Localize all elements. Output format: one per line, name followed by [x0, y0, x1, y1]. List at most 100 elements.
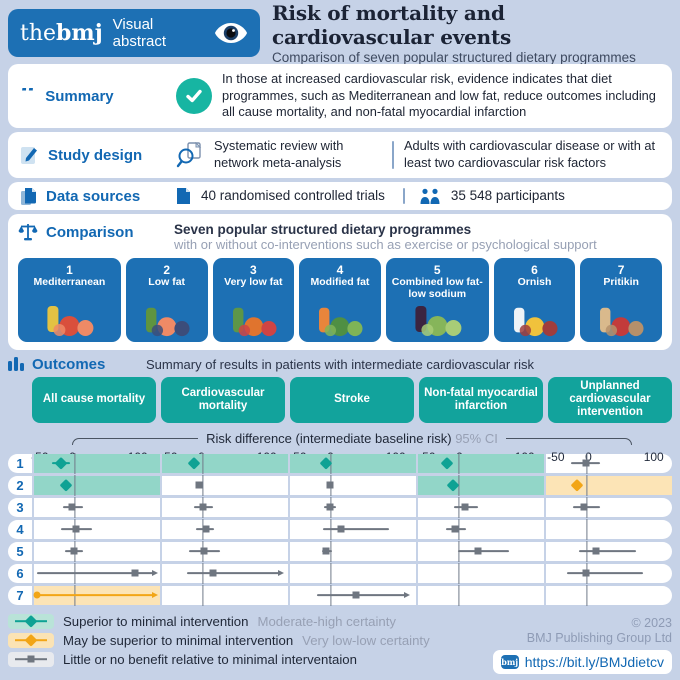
divider — [402, 188, 405, 204]
forest-marker-orange-diamond — [571, 479, 584, 492]
magnifier-review-icon — [176, 142, 202, 168]
ci-arrow-right-icon — [404, 592, 411, 599]
forest-cell — [288, 540, 416, 562]
study-population: Adults with cardiovascular disease or wi… — [404, 138, 656, 170]
forest-marker-teal-diamond — [188, 457, 201, 470]
divider — [392, 141, 394, 169]
row-number: 5 — [16, 543, 24, 559]
credits: © 2023 BMJ Publishing Group Ltd bmj https… — [484, 614, 672, 674]
forest-marker-gray-square — [326, 481, 334, 489]
forest-cell — [544, 562, 672, 584]
forest-cell — [160, 474, 288, 496]
diet-name: Low fat — [148, 276, 186, 288]
trials-count: 40 randomised controlled trials — [201, 188, 385, 204]
diet-name: Ornish — [517, 276, 552, 288]
forest-row-very-low-fat: 3 — [8, 496, 672, 518]
forest-row-ornish: 6 — [8, 562, 672, 584]
forest-cell — [160, 452, 288, 474]
forest-cell — [544, 474, 672, 496]
copyright: © 2023 BMJ Publishing Group Ltd — [526, 615, 672, 646]
legend-label: Little or no benefit relative to minimal… — [63, 651, 357, 667]
documents-icon — [21, 187, 36, 205]
diet-name: Modified fat — [310, 276, 370, 288]
forest-marker-gray-square — [322, 547, 330, 555]
forest-row-low-fat: 2 — [8, 474, 672, 496]
forest-cell — [288, 518, 416, 540]
diet-number: 2 — [163, 263, 171, 277]
zero-line — [202, 584, 204, 606]
tick-label: -50 — [547, 449, 565, 464]
forest-cell — [32, 540, 160, 562]
diet-number: 5 — [433, 263, 441, 277]
forest-marker-teal-diamond — [440, 457, 453, 470]
legend-certainty: Very low-low certainty — [302, 632, 430, 648]
ci-whisker — [186, 572, 280, 575]
outcome-column-header: All cause mortality — [32, 377, 156, 423]
data-sources-label: Data sources — [46, 187, 141, 205]
forest-marker-gray-square — [582, 569, 590, 577]
diet-number: 6 — [531, 263, 538, 277]
forest-cell — [416, 540, 544, 562]
pencil-document-icon — [21, 147, 37, 164]
zero-line — [586, 474, 588, 496]
modified-fat-foods-icon — [302, 304, 378, 338]
bmj-link[interactable]: bmj https://bit.ly/BMJdietcv — [492, 649, 672, 674]
forest-marker-gray-square — [70, 547, 78, 555]
zero-line — [202, 474, 204, 496]
forest-marker-gray-square — [337, 525, 345, 533]
bmj-logo-box: thebmj Visual abstract — [8, 9, 260, 57]
zero-line — [458, 452, 460, 474]
footer: Superior to minimal intervention Moderate… — [8, 613, 672, 674]
row-number: 6 — [16, 565, 24, 581]
diet-number: 3 — [249, 263, 257, 277]
summary-label-group: “ Summary — [20, 88, 166, 105]
zero-line — [586, 518, 588, 540]
outcome-column-header: Non-fatal myocardial infarction — [419, 377, 543, 423]
legend-item: Superior to minimal intervention Moderate… — [8, 613, 476, 629]
diet-number: 4 — [336, 263, 344, 277]
forest-cell — [544, 584, 672, 606]
forest-cell — [544, 540, 672, 562]
diet-tile-7: 7 Pritikin — [580, 258, 662, 342]
zero-line — [74, 474, 76, 496]
forest-marker-gray-square — [352, 591, 360, 599]
very-low-fat-foods-icon — [216, 304, 292, 338]
forest-cell — [416, 584, 544, 606]
forest-marker-gray-square — [209, 569, 217, 577]
forest-cell — [288, 474, 416, 496]
quote-icon: “ — [20, 88, 37, 104]
forest-cell — [416, 452, 544, 474]
comparison-label: Comparison — [46, 223, 134, 241]
ci-whisker — [457, 550, 509, 553]
zero-line — [330, 562, 332, 584]
forest-marker-gray-square — [131, 569, 139, 577]
legend-label: May be superior to minimal intervention — [63, 632, 294, 648]
diet-number: 7 — [617, 263, 625, 277]
ci-whisker — [36, 594, 154, 597]
forest-cell — [416, 562, 544, 584]
comparison-text: Seven popular structured dietary program… — [174, 222, 597, 252]
forest-cell — [416, 496, 544, 518]
diet-tile-2: 2 Low fat — [125, 258, 208, 342]
diet-tile-6: 6 Ornish — [493, 258, 576, 342]
forest-marker-teal-diamond — [60, 479, 73, 492]
forest-marker-gray-square — [592, 547, 600, 555]
outcome-column-header: Stroke — [290, 377, 414, 423]
participants-icon — [420, 188, 440, 204]
diet-name: Mediterranean — [33, 276, 106, 288]
legend-label: Superior to minimal intervention — [63, 613, 249, 629]
low-fat-foods-icon — [129, 304, 205, 338]
comparison-line1: Seven popular structured dietary program… — [174, 222, 472, 237]
diet-number: 1 — [66, 263, 73, 277]
ci-arrow-right-icon — [152, 592, 159, 599]
forest-cell — [32, 562, 160, 584]
forest-marker-teal-diamond — [54, 457, 67, 470]
eye-icon — [215, 23, 247, 43]
gray-square-legend-icon — [8, 651, 54, 667]
forest-cell — [288, 584, 416, 606]
row-number: 3 — [16, 499, 24, 515]
forest-row-combined-low-fat-low-sodium: 5 — [8, 540, 672, 562]
outcomes-subtitle: Summary of results in patients with inte… — [146, 357, 534, 372]
comparison-label-group: Comparison — [18, 222, 164, 242]
